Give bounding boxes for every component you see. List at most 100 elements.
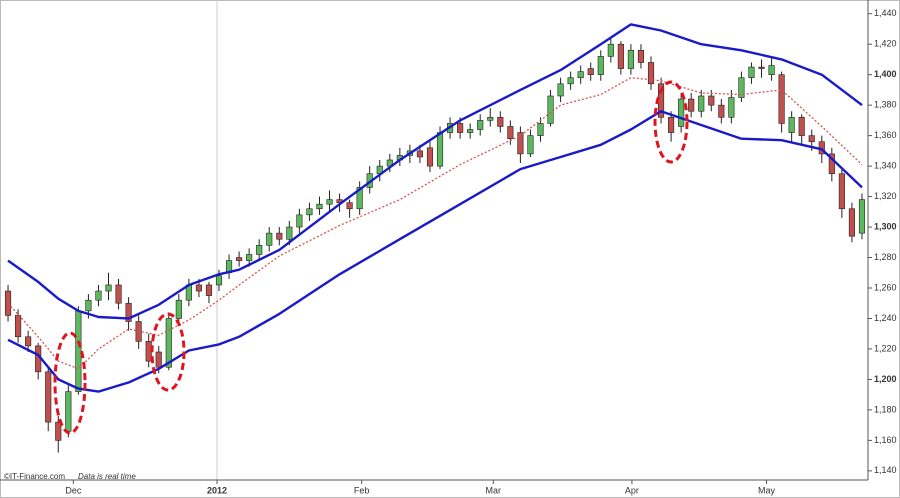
candle-body bbox=[477, 120, 484, 130]
candle-body bbox=[858, 199, 866, 234]
candle-body bbox=[738, 77, 745, 98]
candle-body bbox=[597, 56, 604, 75]
candle-body bbox=[215, 275, 223, 286]
note-label: Data is real time bbox=[78, 472, 136, 481]
candle-body bbox=[637, 49, 645, 63]
candle-body bbox=[316, 203, 323, 210]
candle-body bbox=[256, 245, 263, 255]
candle-body bbox=[497, 117, 504, 127]
candle-body bbox=[768, 65, 775, 75]
y-tick-label: 1,240 bbox=[874, 313, 897, 323]
candle-body bbox=[668, 117, 675, 133]
candle-body bbox=[346, 202, 353, 210]
y-tick-label: 1,280 bbox=[874, 252, 897, 262]
y-tick-label: 1,180 bbox=[874, 404, 897, 414]
y-tick-label: 1,420 bbox=[874, 39, 897, 49]
candle-body bbox=[165, 318, 172, 368]
source-label: ©IT-Finance.com bbox=[4, 472, 65, 481]
candle-body bbox=[838, 173, 845, 210]
y-tick-label: 1,200 bbox=[874, 374, 897, 384]
band-line bbox=[7, 110, 863, 393]
candle-body bbox=[95, 290, 102, 301]
candle-body bbox=[527, 135, 534, 155]
y-tick-label: 1,140 bbox=[874, 465, 897, 475]
candle-body bbox=[567, 77, 574, 85]
y-tick-label: 1,360 bbox=[874, 130, 897, 140]
candle-body bbox=[416, 150, 423, 158]
candle-body bbox=[356, 187, 363, 210]
candle-body bbox=[205, 284, 213, 296]
candle-body bbox=[627, 49, 634, 69]
candle-body bbox=[728, 97, 735, 118]
y-tick-label: 1,380 bbox=[874, 100, 897, 110]
candle-body bbox=[507, 126, 514, 139]
candle-body bbox=[718, 104, 725, 118]
plot-area bbox=[4, 0, 866, 480]
candle-body bbox=[266, 232, 273, 246]
candle-body bbox=[155, 351, 162, 368]
candle-body bbox=[426, 147, 434, 167]
candle-body bbox=[286, 226, 293, 240]
y-tick-label: 1,260 bbox=[874, 282, 897, 292]
candle-body bbox=[195, 284, 202, 292]
x-tick-label: Feb bbox=[354, 485, 370, 495]
candle-body bbox=[537, 123, 544, 136]
candle-body bbox=[306, 208, 313, 216]
candle-body bbox=[577, 71, 584, 79]
candle-body bbox=[778, 74, 785, 124]
candle-body bbox=[246, 254, 253, 261]
candle-body bbox=[788, 117, 795, 133]
candle-body bbox=[758, 66, 765, 69]
candle-body bbox=[115, 284, 122, 304]
band-line bbox=[7, 23, 863, 320]
candle-body bbox=[678, 98, 685, 127]
candle-body bbox=[467, 129, 474, 133]
candle-body bbox=[15, 315, 22, 338]
y-tick-label: 1,320 bbox=[874, 191, 897, 201]
candle-body bbox=[547, 95, 554, 124]
candle-body bbox=[688, 98, 695, 112]
candle-body bbox=[276, 232, 283, 240]
candle-body bbox=[848, 208, 855, 237]
candle-body bbox=[587, 68, 594, 75]
highlight-ellipse bbox=[150, 312, 186, 392]
candle-body bbox=[607, 43, 614, 57]
candle-body bbox=[175, 299, 182, 319]
candle-body bbox=[557, 83, 564, 97]
candle-body bbox=[105, 284, 112, 292]
candle-body bbox=[457, 123, 464, 133]
y-tick-label: 1,160 bbox=[874, 435, 897, 445]
candle-body bbox=[236, 257, 243, 261]
candle-body bbox=[798, 117, 805, 136]
y-tick-label: 1,340 bbox=[874, 160, 897, 170]
x-tick-label: May bbox=[758, 485, 776, 495]
candle-body bbox=[647, 62, 655, 85]
candle-body bbox=[708, 95, 715, 106]
candle-body bbox=[75, 310, 82, 392]
candle-body bbox=[487, 117, 494, 121]
y-tick-label: 1,400 bbox=[874, 69, 897, 79]
x-tick-label: 2012 bbox=[207, 485, 227, 495]
y-tick-label: 1,440 bbox=[874, 8, 897, 18]
candle-body bbox=[436, 132, 444, 167]
band-line bbox=[7, 77, 863, 370]
candle-body bbox=[45, 371, 52, 423]
x-tick-label: Mar bbox=[486, 485, 502, 495]
candle-body bbox=[25, 336, 32, 347]
candle-body bbox=[296, 214, 303, 228]
highlight-ellipse bbox=[53, 331, 87, 435]
candle-body bbox=[65, 391, 72, 432]
candle-body bbox=[698, 95, 705, 112]
candle-body bbox=[85, 299, 92, 312]
x-tick-label: Apr bbox=[625, 485, 639, 495]
candle-body bbox=[617, 43, 624, 69]
candle-body bbox=[326, 199, 333, 205]
candle-body bbox=[55, 421, 62, 441]
y-tick-label: 1,220 bbox=[874, 343, 897, 353]
candle-body bbox=[828, 153, 835, 175]
y-tick-label: 1,300 bbox=[874, 221, 897, 231]
candle-body bbox=[517, 132, 524, 155]
highlight-ellipse bbox=[653, 80, 689, 164]
